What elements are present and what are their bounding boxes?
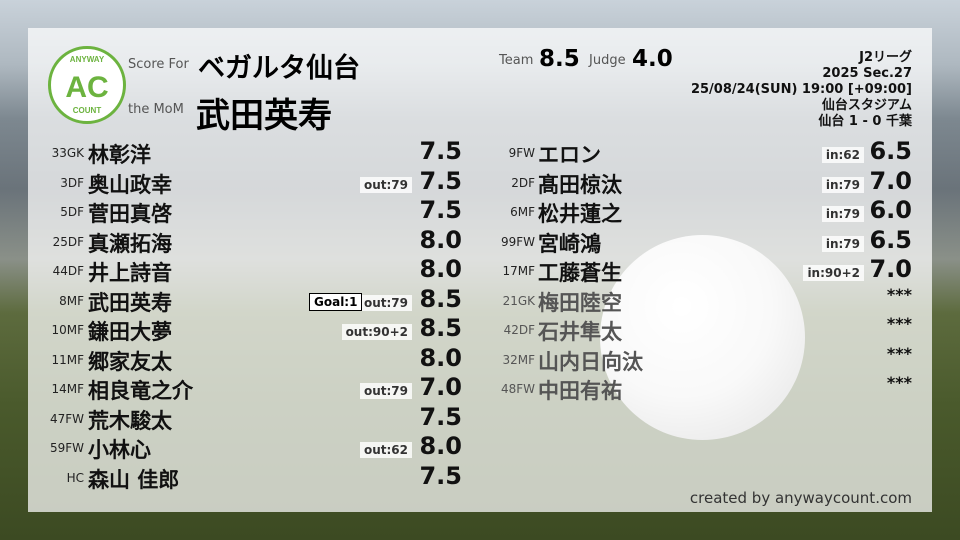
player-name: 奥山政幸 xyxy=(88,172,172,197)
player-number-position: 42DF xyxy=(503,323,535,337)
match-info: J2リーグ 2025 Sec.27 25/08/24(SUN) 19:00 [+… xyxy=(691,50,912,130)
result: 仙台 1 - 0 千葉 xyxy=(818,114,912,129)
player-name: 山内日向汰 xyxy=(538,349,643,374)
team-score: 8.5 xyxy=(539,46,580,72)
player-name: 工藤蒼生 xyxy=(538,261,622,285)
player-score: *** xyxy=(886,314,912,333)
substitution-badge: out:79 xyxy=(359,383,412,399)
player-number-position: 14MF xyxy=(51,382,84,396)
player-score: *** xyxy=(886,373,912,392)
substitution-badge: in:79 xyxy=(821,206,864,222)
player-name: 井上詩音 xyxy=(88,261,172,285)
player-name: 石井隼太 xyxy=(538,320,622,344)
player-name: 松井蓮之 xyxy=(538,202,622,226)
player-score: *** xyxy=(886,343,912,363)
player-score: 7.5 xyxy=(419,402,462,431)
player-name: 林彰洋 xyxy=(88,143,151,167)
player-name: 鎌田大夢 xyxy=(88,320,172,344)
player-number-position: 99FW xyxy=(500,234,535,249)
section: 2025 Sec.27 xyxy=(822,66,912,81)
player-number-position: 11MF xyxy=(51,352,84,367)
player-number-position: 44DF xyxy=(52,264,84,278)
team-name: ベガルタ仙台 xyxy=(198,53,360,84)
datetime: 25/08/24(SUN) 19:00 [+09:00] xyxy=(690,82,912,97)
player-name: 真瀬拓海 xyxy=(88,231,172,256)
logo-center-text: AC xyxy=(65,71,109,104)
stadium: 仙台スタジアム xyxy=(821,98,912,113)
player-name: 中田有祐 xyxy=(538,379,622,403)
mom-name: 武田英寿 xyxy=(196,96,332,136)
score-panel xyxy=(28,28,932,512)
player-number-position: 3DF xyxy=(60,175,84,190)
player-score: 7.5 xyxy=(419,461,462,490)
player-number-position: 47FW xyxy=(49,411,84,426)
logo-bottom-text: COUNT xyxy=(72,106,102,115)
logo-top-text: ANYWAY xyxy=(69,55,105,64)
goal-badge: Goal:1 xyxy=(309,292,363,311)
substitution-badge: in:79 xyxy=(821,176,864,193)
player-score: 8.0 xyxy=(419,343,462,372)
anywaycount-logo: ANYWAY AC COUNT xyxy=(48,46,126,124)
player-name: 梅田陸空 xyxy=(538,290,622,315)
player-number-position: HC xyxy=(66,470,84,485)
player-score: 7.5 xyxy=(419,166,462,195)
player-score: 8.5 xyxy=(419,314,462,342)
substitution-badge: out:79 xyxy=(359,294,412,311)
player-number-position: 25DF xyxy=(52,234,84,249)
credit: created by anywaycount.com xyxy=(689,489,912,507)
league: J2リーグ xyxy=(859,50,912,65)
player-number-position: 33GK xyxy=(51,146,84,160)
player-name: 髙田椋汰 xyxy=(538,172,622,197)
judge-score: 4.0 xyxy=(632,46,673,72)
substitution-badge: out:62 xyxy=(359,442,412,458)
score-for-label: Score For xyxy=(128,57,189,72)
player-score: 7.0 xyxy=(869,255,912,283)
player-score: 8.0 xyxy=(419,225,462,254)
player-score: *** xyxy=(886,284,912,304)
player-number-position: 21GK xyxy=(502,293,535,308)
substitution-badge: in:62 xyxy=(821,147,864,163)
player-number-position: 2DF xyxy=(511,175,535,190)
player-number-position: 5DF xyxy=(60,205,84,219)
player-name: エロン xyxy=(538,143,601,167)
player-number-position: 32MF xyxy=(502,352,535,367)
player-number-position: 9FW xyxy=(508,146,535,160)
player-number-position: 59FW xyxy=(49,441,84,455)
player-score: 6.0 xyxy=(869,196,912,224)
player-number-position: 48FW xyxy=(500,382,535,396)
player-name: 武田英寿 xyxy=(88,290,172,315)
player-name: 菅田真啓 xyxy=(88,202,172,226)
player-name: 郷家友太 xyxy=(88,349,172,374)
player-number-position: 8MF xyxy=(59,293,84,308)
player-score: 6.5 xyxy=(869,225,912,254)
player-name: 相良竜之介 xyxy=(88,379,193,403)
mom-label: the MoM xyxy=(128,102,184,117)
player-name: 荒木駿太 xyxy=(88,408,172,433)
judge-label: Judge xyxy=(589,53,626,68)
player-name: 宮崎鴻 xyxy=(538,231,601,256)
player-score: 8.0 xyxy=(419,432,462,460)
player-score: 8.0 xyxy=(419,255,462,283)
substitution-badge: out:79 xyxy=(359,176,412,193)
substitution-badge: in:90+2 xyxy=(803,265,864,281)
substitution-badge: out:90+2 xyxy=(341,324,412,340)
team-label: Team xyxy=(499,53,534,68)
player-score: 8.5 xyxy=(419,284,462,313)
player-name: 小林心 xyxy=(88,438,151,462)
player-score: 7.0 xyxy=(419,373,462,401)
player-score: 6.5 xyxy=(869,137,912,165)
player-score: 7.5 xyxy=(419,137,462,165)
player-name: 森山 佳郎 xyxy=(88,467,180,492)
substitution-badge: in:79 xyxy=(821,235,864,252)
player-score: 7.5 xyxy=(419,196,462,224)
player-number-position: 17MF xyxy=(502,264,535,278)
player-score: 7.0 xyxy=(869,166,912,195)
player-number-position: 6MF xyxy=(510,205,535,219)
player-number-position: 10MF xyxy=(51,323,84,337)
